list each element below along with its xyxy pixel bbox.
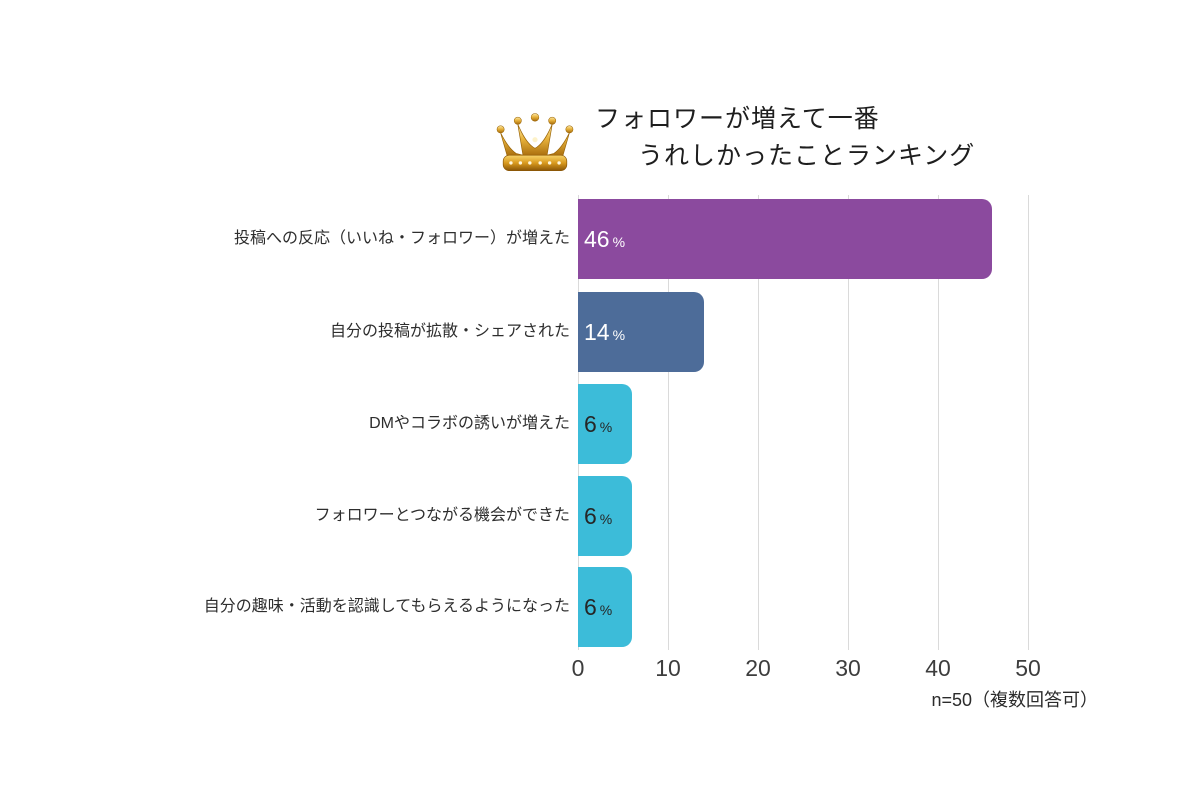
chart-title-line2: うれしかったことランキング bbox=[638, 142, 976, 170]
x-axis-ticks: 0 10 20 30 40 50 bbox=[572, 655, 1041, 685]
x-tick-label: 40 bbox=[925, 655, 951, 681]
bar-row-2: 14 % bbox=[578, 292, 1028, 372]
bar-value-number: 6 bbox=[584, 593, 597, 620]
category-label-1: 投稿への反応（いいね・フォロワー）が増えた bbox=[233, 230, 570, 247]
bar-value-2: 14 % bbox=[584, 319, 625, 346]
percent-sign: % bbox=[612, 326, 626, 343]
gridline bbox=[758, 195, 759, 650]
bar-row-4: 6 % bbox=[578, 476, 1028, 556]
bar-row-1: 46 % bbox=[578, 199, 1028, 279]
percent-sign: % bbox=[612, 233, 626, 250]
category-label-2: 自分の投稿が拡散・シェアされた bbox=[329, 323, 570, 340]
category-label-3: DMやコラボの誘いが増えた bbox=[369, 415, 570, 432]
chart-title-line1: フォロワーが増えて一番 bbox=[595, 105, 880, 133]
category-label-4: フォロワーとつながる機会ができた bbox=[314, 507, 570, 524]
crown-icon bbox=[496, 113, 574, 172]
bar-value-number: 6 bbox=[584, 502, 597, 529]
sample-note: n=50（複数回答可） bbox=[931, 690, 1098, 710]
x-tick-label: 0 bbox=[571, 655, 585, 681]
x-tick-label: 30 bbox=[835, 655, 861, 681]
crown-shape bbox=[496, 113, 574, 172]
bar-5: 6 % bbox=[578, 567, 632, 647]
bar-value-4: 6 % bbox=[584, 503, 612, 530]
chart-title: フォロワーが増えて一番 うれしかったことランキング bbox=[595, 101, 975, 175]
gridline bbox=[938, 195, 939, 650]
bar-value-number: 14 bbox=[584, 318, 610, 345]
bar-value-5: 6 % bbox=[584, 594, 612, 621]
bar-row-5: 6 % bbox=[578, 567, 1028, 647]
bar-value-3: 6 % bbox=[584, 411, 612, 438]
bar-value-number: 6 bbox=[584, 410, 597, 437]
gridline bbox=[668, 195, 669, 650]
bar-value-1: 46 % bbox=[584, 226, 625, 253]
bar-3: 6 % bbox=[578, 384, 632, 464]
x-tick-label: 20 bbox=[745, 655, 771, 681]
gridline bbox=[1028, 195, 1029, 650]
bar-2: 14 % bbox=[578, 292, 704, 372]
bar-row-3: 6 % bbox=[578, 384, 1028, 464]
bar-1: 46 % bbox=[578, 199, 992, 279]
x-tick-label: 10 bbox=[655, 655, 681, 681]
gridline bbox=[848, 195, 849, 650]
plot-area: 46 % 14 % 6 % bbox=[572, 195, 1041, 681]
bar-4: 6 % bbox=[578, 476, 632, 556]
category-label-5: 自分の趣味・活動を認識してもらえるようになった bbox=[203, 598, 570, 615]
percent-sign: % bbox=[599, 418, 613, 435]
bar-value-number: 46 bbox=[584, 225, 610, 252]
x-tick-label: 50 bbox=[1015, 655, 1041, 681]
percent-sign: % bbox=[599, 510, 613, 527]
percent-sign: % bbox=[599, 601, 613, 618]
